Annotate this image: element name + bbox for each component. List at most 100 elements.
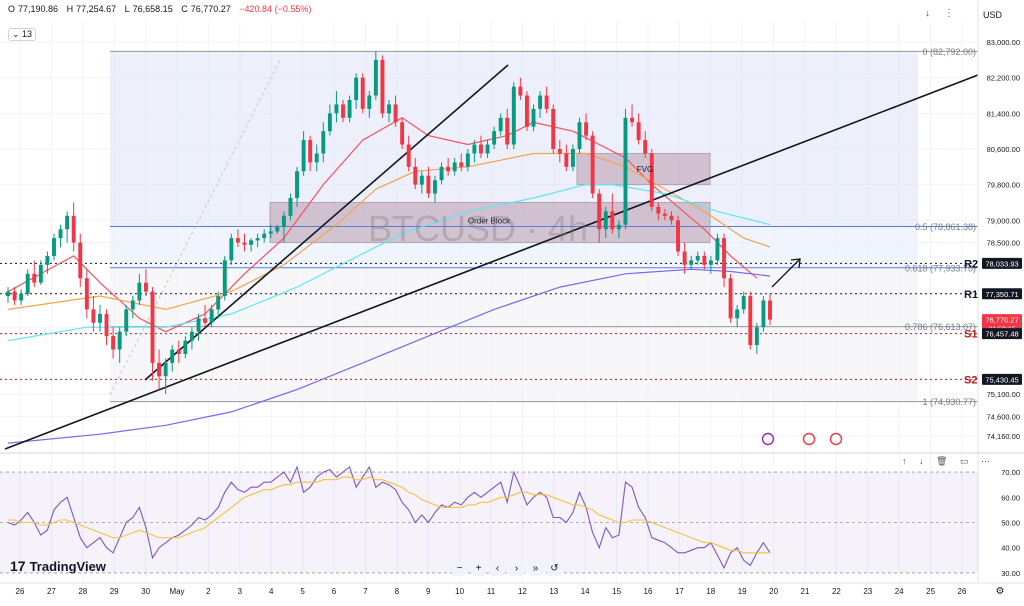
ohlc-open: O 77,190.86 <box>8 4 59 14</box>
tradingview-logo[interactable]: 17 TradingView <box>10 558 106 574</box>
candle-body <box>406 144 411 167</box>
candle-body <box>682 251 687 265</box>
candle-body <box>249 240 254 245</box>
candle-body <box>65 215 70 230</box>
move-down-icon[interactable]: ↓ <box>919 456 924 466</box>
rsi-tick-label: 70.00 <box>1001 468 1020 477</box>
candle-body <box>45 255 50 265</box>
levels: 0 (82,792.00) 0.5 (78,861.38) 0.618 (77,93… <box>0 47 978 407</box>
date-tick-label: 27 <box>47 587 56 596</box>
date-tick-label: 16 <box>644 587 653 596</box>
price-tick-label: 81,400.00 <box>987 109 1020 118</box>
candle-body <box>354 77 359 100</box>
candle-body <box>12 291 17 301</box>
scroll-end-button[interactable]: » <box>528 562 543 576</box>
candle-body <box>735 309 740 319</box>
candle-body <box>597 193 602 230</box>
date-tick-label: 5 <box>300 587 305 596</box>
rsi-pane-controls: ↑ ↓ 🗑 ▭ ⋯ <box>892 456 990 467</box>
candle-body <box>511 86 516 145</box>
candle-body <box>656 206 661 214</box>
candle-body <box>715 238 720 261</box>
price-tick-label: 79,800.00 <box>987 181 1020 190</box>
candle-body <box>281 215 286 227</box>
zoom-out-button[interactable]: − <box>452 562 467 576</box>
collapse-indicators-button[interactable]: ⌄ 13 <box>8 28 37 41</box>
candle-body <box>689 260 694 265</box>
candle-body <box>728 278 733 319</box>
candle-body <box>19 293 24 301</box>
price-tick-label: 80,600.00 <box>987 145 1020 154</box>
currency-label[interactable]: USD <box>983 10 1003 20</box>
candle-body <box>380 59 385 114</box>
zoom-in-button[interactable]: + <box>471 562 486 576</box>
candle-body <box>347 99 352 118</box>
trend-lines <box>4 59 979 450</box>
candle-body <box>649 153 654 207</box>
candle-body <box>492 131 497 145</box>
download-icon[interactable]: ↓ <box>925 8 930 19</box>
candle-body <box>419 175 424 185</box>
price-axis: 83,000.00 82,200.00 81,400.00 80,600.00 79,8… <box>761 0 1022 583</box>
fib-label-0.5: 0.5 (78,861.38) <box>915 222 976 232</box>
date-tick-label: 8 <box>395 587 400 596</box>
candle-body <box>341 104 345 118</box>
date-tick-label: 6 <box>332 587 337 596</box>
maximize-icon[interactable]: ▭ <box>959 456 969 466</box>
date-axis: 26 27 28 29 30 May 2 3 4 5 6 7 8 9 10 11 12 13 14 15 16 17 18 1… <box>0 582 1024 597</box>
candle-body <box>216 296 221 310</box>
delete-icon[interactable]: 🗑 <box>936 456 948 466</box>
date-tick-label: 19 <box>738 587 747 596</box>
scroll-left-button[interactable]: ‹ <box>490 562 505 576</box>
candle-body <box>163 362 168 377</box>
price-badge <box>982 257 1022 269</box>
candle-body <box>84 278 89 310</box>
price-tick-label: 74,160.00 <box>987 432 1020 441</box>
candle-body <box>268 231 273 234</box>
candle-body <box>137 282 142 301</box>
price-badge <box>982 328 1022 340</box>
pivot-label-s1: S1 <box>964 329 977 341</box>
date-tick-label: 25 <box>926 587 935 596</box>
indicator-count: 13 <box>22 29 33 39</box>
reset-chart-button[interactable]: ↺ <box>547 562 562 576</box>
candle-body <box>52 238 56 256</box>
trendline-dashed <box>109 59 281 396</box>
logo-mark: 17 <box>10 558 26 574</box>
candle-body <box>748 296 753 346</box>
event-marker <box>761 432 775 446</box>
candle-body <box>590 135 595 194</box>
fib-label-1: 1 (74,930.77) <box>922 397 976 407</box>
date-tick-label: 14 <box>581 587 590 596</box>
date-tick-label: 20 <box>769 587 778 596</box>
date-tick-label: 28 <box>78 587 87 596</box>
candle-body <box>25 273 30 294</box>
candle-body <box>459 162 464 167</box>
zone-label: FVG <box>637 165 653 174</box>
candle-body <box>472 144 477 154</box>
fib-band-0618-1 <box>110 267 918 402</box>
candle-body <box>229 238 234 261</box>
date-tick-label: 26 <box>16 587 25 596</box>
rsi-pane: 70.00 60.00 50.00 40.00 30.00 <box>0 452 1024 578</box>
date-tick-label: 29 <box>110 587 119 596</box>
move-up-icon[interactable]: ↑ <box>902 456 907 466</box>
candle-body <box>38 264 43 283</box>
price-badge-label: 75,430.45 <box>985 375 1018 384</box>
date-tick-label: 12 <box>518 587 527 596</box>
candle-body <box>676 220 680 252</box>
candle-body <box>551 108 556 149</box>
more-icon[interactable]: ⋮ <box>944 8 954 19</box>
rsi-tick-label: 30.00 <box>1001 569 1020 578</box>
candle-body <box>446 166 451 172</box>
more-icon[interactable]: ⋯ <box>981 456 991 466</box>
candle-body <box>754 327 759 346</box>
watermark: BTCUSD · 4h <box>368 208 588 249</box>
candle-body <box>91 309 96 323</box>
date-tick-label: 22 <box>832 587 841 596</box>
candle-body <box>518 86 523 96</box>
candle-body <box>603 211 608 230</box>
scroll-right-button[interactable]: › <box>509 562 524 576</box>
